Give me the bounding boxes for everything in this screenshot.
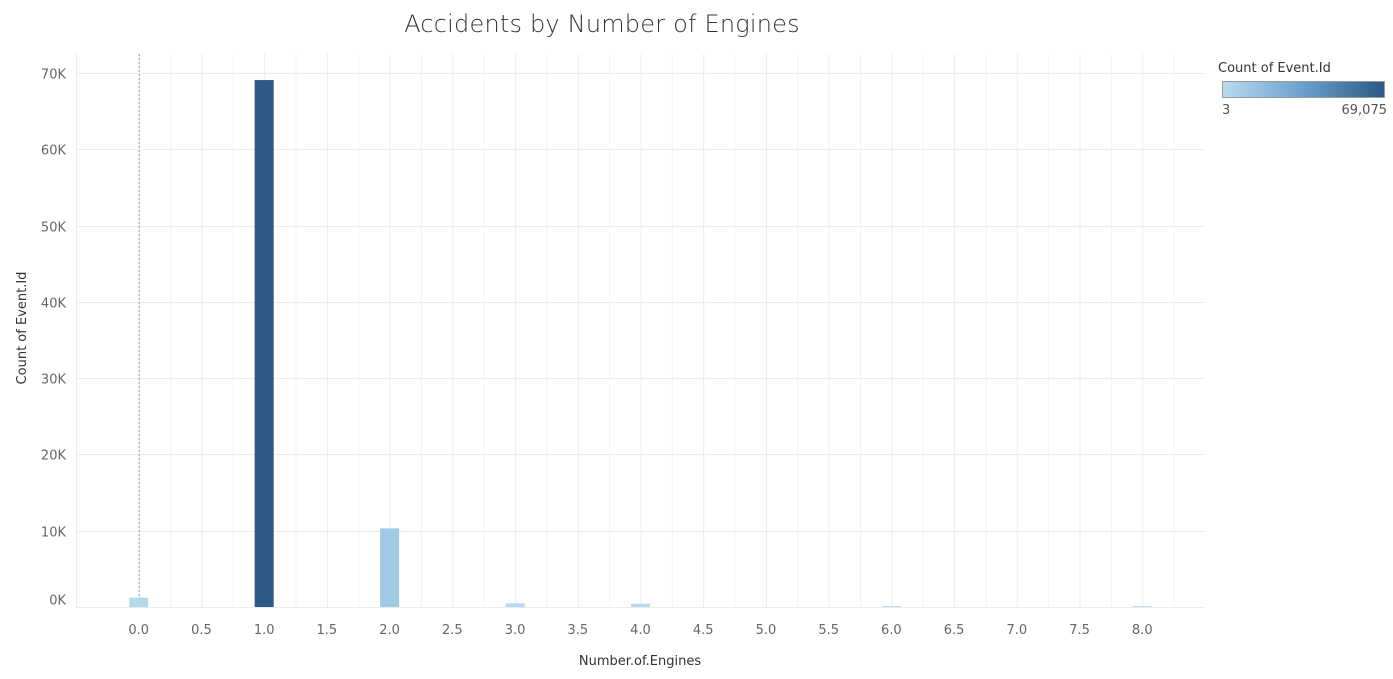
legend-range: 3 69,075: [1218, 103, 1390, 121]
y-tick-label: 70K: [41, 68, 67, 83]
bar[interactable]: [505, 603, 525, 607]
color-legend: Count of Event.Id 3 69,075: [1218, 61, 1390, 121]
bar[interactable]: [881, 606, 901, 607]
bar[interactable]: [254, 80, 274, 608]
x-tick-label: 6.0: [881, 623, 902, 638]
x-axis-label: Number.of.Engines: [579, 654, 701, 669]
x-tick-label: 5.5: [818, 623, 839, 638]
y-tick-label: 60K: [41, 144, 67, 159]
y-tick-label: 0K: [49, 594, 66, 609]
bar[interactable]: [129, 597, 149, 607]
x-tick-label: 0.0: [128, 623, 149, 638]
y-tick-label: 20K: [41, 449, 67, 464]
bars: [129, 80, 1152, 608]
x-tick-label: 8.0: [1132, 623, 1153, 638]
y-tick-label: 30K: [41, 373, 67, 388]
x-tick-label: 5.0: [756, 623, 777, 638]
x-tick-label: 6.5: [944, 623, 965, 638]
bar-chart: 0K 10K 20K 30K 40K 50K 60K 70K 0.0 0.5 1.0 1.5 2.0 2…: [15, 54, 1205, 669]
bar[interactable]: [380, 528, 400, 607]
y-axis-ticks: 0K 10K 20K 30K 40K 50K 60K 70K: [41, 68, 67, 609]
legend-color-ramp: [1222, 81, 1385, 98]
grid-lines: [76, 54, 1205, 608]
x-tick-label: 4.0: [630, 623, 651, 638]
legend-min-label: 3: [1222, 103, 1231, 118]
legend-max-label: 69,075: [1341, 103, 1388, 118]
x-tick-label: 4.5: [693, 623, 714, 638]
x-tick-label: 0.5: [191, 623, 212, 638]
x-tick-label: 1.0: [254, 623, 275, 638]
y-tick-label: 10K: [41, 526, 67, 541]
x-axis-ticks: 0.0 0.5 1.0 1.5 2.0 2.5 3.0 3.5 4.0 4.5 5.0 5.5 6.0 6…: [128, 623, 1152, 638]
x-tick-label: 2.0: [379, 623, 400, 638]
bar[interactable]: [631, 603, 650, 607]
y-tick-label: 50K: [41, 221, 67, 236]
bar[interactable]: [1132, 606, 1152, 607]
legend-title: Count of Event.Id: [1218, 61, 1331, 76]
chart-title: Accidents by Number of Engines: [404, 10, 800, 38]
x-tick-label: 3.0: [505, 623, 526, 638]
x-tick-label: 2.5: [442, 623, 463, 638]
y-tick-label: 40K: [41, 297, 67, 312]
x-tick-label: 1.5: [317, 623, 338, 638]
y-axis-label: Count of Event.Id: [15, 272, 30, 385]
x-tick-label: 3.5: [567, 623, 588, 638]
x-tick-label: 7.0: [1006, 623, 1027, 638]
x-tick-label: 7.5: [1069, 623, 1090, 638]
